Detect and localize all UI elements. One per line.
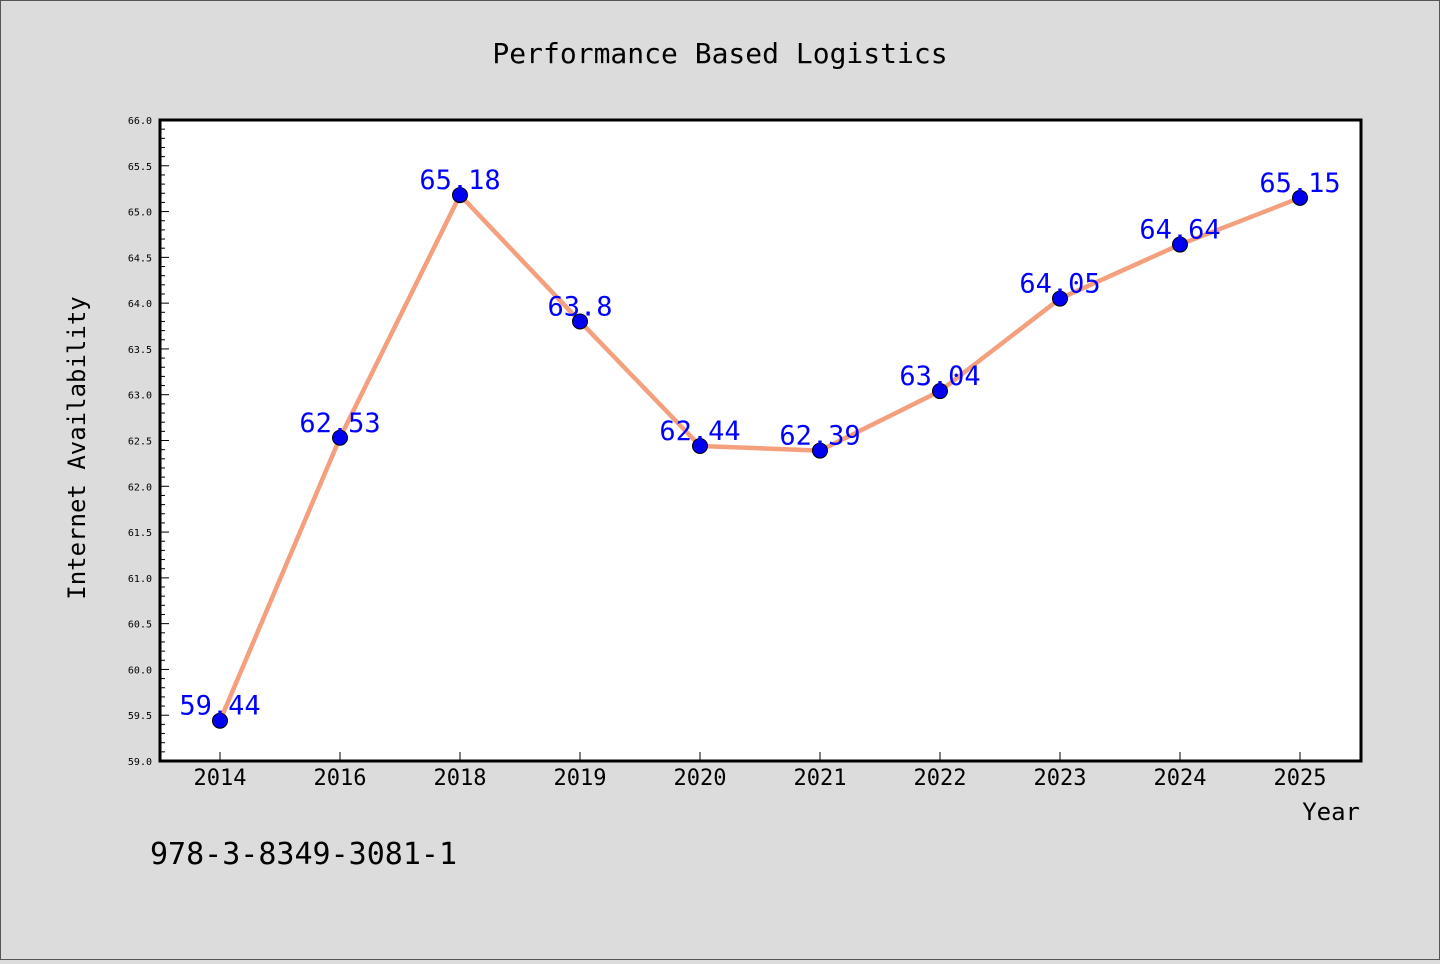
data-point: [1172, 236, 1188, 253]
series-line-group: [217, 192, 1303, 723]
data-point: [812, 442, 828, 459]
isbn-text: 978-3-8349-3081-1: [150, 837, 457, 872]
data-label: 62.53: [299, 408, 380, 439]
data-point: [692, 437, 708, 454]
x-tick-label: 2021: [794, 766, 847, 791]
y-tick-label: 61.5: [128, 528, 152, 539]
data-label: 63.04: [899, 361, 980, 392]
x-tick-label: 2018: [434, 766, 487, 791]
data-label: 64.05: [1019, 269, 1100, 300]
data-point: [932, 383, 948, 400]
plot-area: [158, 118, 1363, 763]
y-tick-label: 64.0: [128, 299, 152, 310]
y-tick-label: 64.5: [128, 253, 152, 264]
data-point: [572, 313, 588, 330]
y-axis-label: Internet Availability: [63, 296, 91, 599]
data-point: [1292, 189, 1308, 206]
x-axis: 2014 2016 2018 2019 2020 2021 2022 2023 2024 2025: [194, 752, 1327, 791]
data-point: [332, 429, 348, 446]
data-label: 62.39: [779, 421, 860, 452]
x-axis-label: Year: [1302, 798, 1360, 826]
y-tick-label: 66.0: [128, 116, 152, 127]
y-tick-label: 59.5: [128, 711, 152, 722]
x-tick-label: 2022: [914, 766, 967, 791]
series-line: [217, 192, 1303, 723]
y-tick-label: 60.5: [128, 620, 152, 631]
y-tick-label: 63.0: [128, 391, 152, 402]
y-axis: 59.0 59.5 60.0 60.5 61.0 61.5 62.0 62.5 63.0 63.5…: [128, 116, 169, 768]
data-label: 59.44: [179, 691, 260, 722]
data-label: 63.8: [547, 291, 612, 322]
x-tick-label: 2024: [1154, 766, 1207, 791]
data-labels: 59.44 62.53 65.18 63.8 62.44 62.39 63.04 64.05 6…: [179, 165, 1340, 722]
y-tick-label: 63.5: [128, 345, 152, 356]
data-markers: [212, 187, 1308, 729]
x-tick-label: 2020: [674, 766, 727, 791]
data-label: 64.64: [1139, 215, 1220, 246]
y-tick-label: 62.5: [128, 437, 152, 448]
data-label: 65.15: [1259, 168, 1340, 199]
x-tick-label: 2023: [1034, 766, 1087, 791]
x-tick-label: 2014: [194, 766, 247, 791]
x-tick-label: 2019: [554, 766, 607, 791]
y-tick-label: 62.0: [128, 482, 152, 493]
data-point: [212, 712, 228, 729]
x-tick-label: 2025: [1274, 766, 1327, 791]
y-tick-label: 59.0: [128, 757, 152, 768]
y-tick-label: 65.5: [128, 162, 152, 173]
chart-title: Performance Based Logistics: [492, 37, 947, 70]
data-point: [1052, 290, 1068, 307]
data-point: [452, 187, 468, 204]
y-tick-label: 60.0: [128, 665, 152, 676]
data-label: 62.44: [659, 416, 740, 447]
x-tick-label: 2016: [314, 766, 367, 791]
data-label: 65.18: [419, 165, 500, 196]
y-tick-label: 61.0: [128, 574, 152, 585]
y-tick-label: 65.0: [128, 208, 152, 219]
